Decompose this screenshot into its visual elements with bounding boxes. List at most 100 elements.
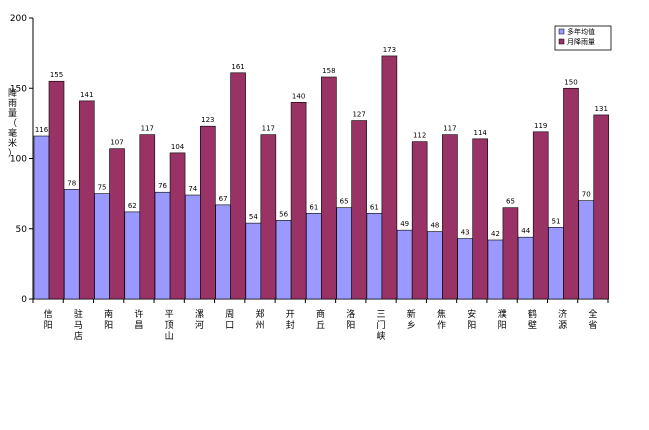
category-label: 焦作 [437, 308, 446, 331]
bar-series1 [487, 239, 504, 300]
bar-series2 [109, 148, 125, 300]
data-label: 62 [128, 202, 137, 210]
data-label: 44 [521, 227, 530, 235]
bar-series1 [396, 229, 413, 300]
data-label: 74 [188, 185, 197, 193]
bar-series1 [548, 227, 564, 300]
category-label: 濮阳 [498, 308, 507, 331]
category-label: 商丘 [316, 308, 325, 331]
y-tick-label: 0 [21, 295, 27, 305]
category-label: 郑州 [255, 308, 264, 331]
legend-box [554, 25, 612, 51]
data-label: 150 [564, 78, 577, 86]
bar-series2 [290, 102, 307, 300]
category-label: 济源 [558, 308, 567, 331]
category-label: 开封 [286, 309, 295, 331]
bar-series2 [502, 207, 519, 300]
legend-swatch [558, 38, 565, 45]
data-label: 158 [322, 67, 335, 75]
y-axis-label: 降雨量（毫米） [8, 87, 17, 159]
data-label: 140 [292, 92, 305, 100]
bar-series2 [78, 100, 95, 300]
bar-series1 [124, 211, 141, 300]
data-label: 51 [552, 217, 561, 225]
bar-series2 [411, 141, 428, 300]
category-label: 许昌 [134, 308, 143, 331]
y-tick-label: 50 [16, 225, 28, 235]
data-label: 65 [340, 198, 349, 206]
data-label: 43 [461, 229, 470, 237]
bar-series1 [33, 135, 50, 300]
category-label: 新乡 [407, 308, 416, 331]
bar-series2 [260, 134, 277, 300]
data-label: 78 [67, 179, 76, 187]
legend-label: 月降雨量 [567, 37, 595, 46]
category-label: 全省 [588, 308, 597, 331]
bar-series1 [366, 212, 383, 300]
y-tick-label: 150 [10, 84, 27, 94]
data-label: 54 [249, 213, 258, 221]
data-label: 112 [413, 132, 426, 140]
data-label: 65 [506, 198, 515, 206]
category-label: 南阳 [104, 308, 113, 331]
bar-series1 [427, 231, 443, 300]
data-label: 67 [219, 195, 228, 203]
category-label: 洛阳 [346, 308, 355, 331]
data-label: 114 [473, 129, 487, 137]
data-label: 119 [534, 122, 547, 130]
data-label: 61 [370, 203, 379, 211]
bar-series2 [321, 76, 337, 300]
bar-series1 [336, 207, 352, 300]
bar-series1 [215, 204, 231, 300]
data-label: 56 [279, 210, 288, 218]
bar-series2 [48, 80, 65, 300]
category-label: 驻马店 [74, 309, 83, 342]
data-label: 155 [50, 71, 63, 79]
category-label: 周口 [225, 309, 234, 331]
category-label: 平顶山 [165, 309, 174, 342]
data-label: 117 [141, 125, 154, 133]
bar-series2 [351, 120, 367, 300]
bar-series2 [593, 114, 610, 300]
data-label: 127 [352, 111, 365, 119]
bar-series1 [306, 212, 322, 300]
bar-series2 [230, 72, 246, 300]
bar-series1 [63, 189, 80, 300]
y-tick-label: 100 [10, 155, 27, 165]
bar-series2 [442, 134, 458, 300]
data-label: 70 [582, 191, 591, 199]
bar-series1 [578, 200, 595, 300]
data-label: 161 [231, 63, 244, 71]
bar-series1 [154, 191, 171, 300]
data-label: 76 [158, 182, 167, 190]
data-label: 75 [98, 184, 107, 192]
data-label: 141 [80, 91, 93, 99]
bar-series2 [381, 55, 398, 300]
category-label: 三门峡 [377, 310, 386, 342]
legend-label: 多年均值 [567, 27, 595, 36]
legend-swatch [558, 28, 565, 35]
data-label: 104 [171, 143, 185, 151]
bar-series1 [245, 222, 262, 300]
data-label: 117 [262, 125, 275, 133]
data-label: 116 [35, 126, 49, 134]
bar-series2 [200, 125, 216, 300]
data-label: 49 [400, 220, 409, 228]
bar-series1 [457, 238, 473, 300]
bar-series2 [563, 87, 579, 300]
data-label: 107 [110, 139, 123, 147]
data-label: 117 [443, 125, 456, 133]
data-label: 123 [201, 116, 214, 124]
data-label: 61 [309, 203, 318, 211]
bar-series2 [139, 134, 156, 300]
bar-series2 [532, 131, 549, 300]
bar-series2 [472, 138, 488, 300]
data-label: 48 [430, 222, 439, 230]
data-label: 131 [595, 105, 608, 113]
bar-series2 [169, 152, 186, 300]
category-label: 鹤壁 [528, 308, 537, 331]
category-label: 安阳 [467, 308, 476, 331]
data-label: 42 [491, 230, 500, 238]
